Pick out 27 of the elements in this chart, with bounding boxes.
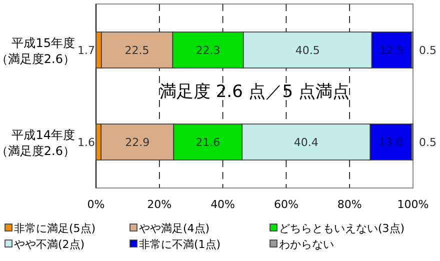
legend-label: やや満足(4点) xyxy=(139,222,210,235)
x-tick-label: 20% xyxy=(147,198,172,211)
x-tick-label: 60% xyxy=(274,198,298,211)
data-label: 13.0 xyxy=(378,136,404,149)
data-label: 22.3 xyxy=(196,44,220,57)
data-label: 1.7 xyxy=(78,44,95,57)
x-tick-label: 0% xyxy=(87,198,105,211)
annotation: 満足度 2.6 点／5 点満点 xyxy=(159,82,350,102)
x-tick-label: 100% xyxy=(397,198,429,211)
legend-label: わからない xyxy=(279,238,334,251)
x-tick-label: 40% xyxy=(210,198,236,211)
legend-label: 非常に満足(5点) xyxy=(14,222,96,235)
legend-label: どちらともいえない(3点) xyxy=(279,222,405,235)
data-label: 21.6 xyxy=(196,136,220,149)
data-label: 22.5 xyxy=(124,44,150,57)
legend-label: 非常に不満(1点) xyxy=(139,238,221,251)
data-label: 1.6 xyxy=(78,136,95,149)
data-label: 22.9 xyxy=(125,136,150,149)
legend-label: やや不満(2点) xyxy=(14,238,85,251)
data-label: 0.5 xyxy=(419,44,436,57)
data-label: 40.4 xyxy=(294,136,318,149)
y-tick-label: 平成15年度（満足度2.6） xyxy=(0,36,75,66)
data-label: 12.5 xyxy=(379,44,404,57)
data-label: 0.5 xyxy=(419,136,436,149)
data-label: 40.5 xyxy=(295,44,320,57)
x-tick-label: 80% xyxy=(337,198,362,211)
y-tick-label: 平成14年度（満足度2.6） xyxy=(0,128,75,158)
